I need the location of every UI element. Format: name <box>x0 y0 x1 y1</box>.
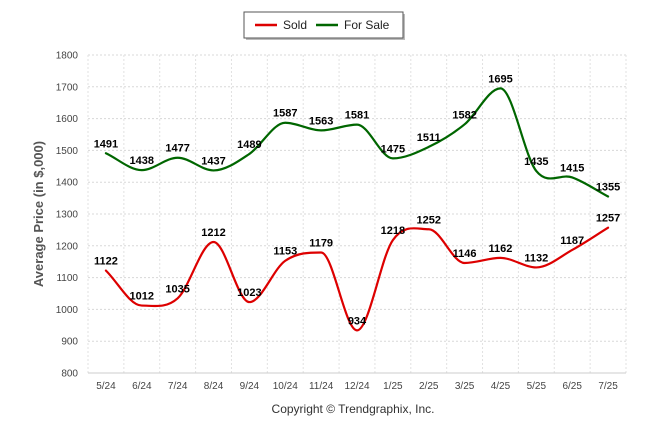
data-label: 1475 <box>381 143 405 155</box>
data-label: 1582 <box>452 109 476 121</box>
x-tick-label: 8/24 <box>204 381 224 392</box>
data-label: 1212 <box>201 227 225 239</box>
y-tick-label: 1800 <box>56 51 79 62</box>
data-label: 1218 <box>381 225 405 237</box>
data-label: 1162 <box>489 243 513 255</box>
y-axis-ticks: 800 900 1000 1100 1200 1300 1400 1500 1600 1700 18… <box>56 51 79 380</box>
y-tick-label: 800 <box>61 369 78 380</box>
data-label: 1477 <box>165 143 189 155</box>
data-label: 1489 <box>237 139 261 151</box>
data-label: 1581 <box>345 110 369 122</box>
data-label: 1435 <box>524 156 548 168</box>
data-label: 1257 <box>596 213 620 225</box>
y-tick-label: 1500 <box>56 146 79 157</box>
x-axis-ticks: 5/24 6/24 7/24 8/24 9/24 10/24 11/24 12/24 1/25 2… <box>96 381 618 392</box>
x-tick-label: 10/24 <box>273 381 298 392</box>
data-label: 1695 <box>488 73 512 85</box>
y-tick-label: 900 <box>61 337 78 348</box>
data-label: 1355 <box>596 182 620 194</box>
x-tick-label: 5/24 <box>96 381 116 392</box>
x-tick-label: 2/25 <box>419 381 439 392</box>
data-label: 1122 <box>94 256 118 268</box>
series-line-sold <box>104 226 610 332</box>
x-tick-label: 11/24 <box>309 381 334 392</box>
data-label: 1023 <box>237 287 261 299</box>
series-lines <box>104 87 610 332</box>
x-tick-label: 5/25 <box>527 381 547 392</box>
data-label: 1438 <box>130 155 154 167</box>
legend[interactable]: Sold For Sale <box>243 11 405 40</box>
x-tick-label: 7/24 <box>168 381 188 392</box>
x-tick-label: 4/25 <box>491 381 511 392</box>
x-tick-label: 1/25 <box>383 381 403 392</box>
x-tick-label: 9/24 <box>240 381 260 392</box>
legend-for-sale-label[interactable]: For Sale <box>344 18 390 32</box>
data-label: 1587 <box>273 108 297 120</box>
data-label: 1179 <box>309 237 333 249</box>
data-label: 1511 <box>417 132 441 144</box>
legend-sold-label[interactable]: Sold <box>283 18 307 32</box>
data-label: 1132 <box>524 252 548 264</box>
y-axis-label: Average Price (in $,000) <box>31 141 46 287</box>
data-label: 1252 <box>416 214 440 226</box>
grid <box>87 54 627 374</box>
data-label: 1146 <box>453 248 477 260</box>
data-label: 1437 <box>201 155 225 167</box>
series-line-for-sale <box>104 87 610 198</box>
data-label: 1415 <box>560 162 584 174</box>
x-tick-label: 6/24 <box>132 381 152 392</box>
y-tick-label: 1100 <box>56 273 78 284</box>
data-label: 1035 <box>165 283 189 295</box>
copyright: Copyright © Trendgraphix, Inc. <box>272 402 435 416</box>
x-tick-label: 7/25 <box>598 381 618 392</box>
data-label: 934 <box>348 315 367 327</box>
data-label: 1187 <box>560 235 584 247</box>
data-labels: 1122 1012 1035 1212 1023 1153 1179 934 1218 1252 1… <box>94 73 621 327</box>
x-tick-label: 6/25 <box>562 381 582 392</box>
data-label: 1491 <box>94 138 118 150</box>
data-label: 1153 <box>273 246 297 258</box>
x-tick-label: 3/25 <box>455 381 475 392</box>
y-tick-label: 1700 <box>56 82 79 93</box>
y-tick-label: 1400 <box>56 178 79 189</box>
y-tick-label: 1000 <box>56 305 79 316</box>
y-tick-label: 1200 <box>56 241 79 252</box>
data-label: 1563 <box>309 115 333 127</box>
y-tick-label: 1300 <box>56 210 79 221</box>
data-label: 1012 <box>130 291 154 303</box>
x-tick-label: 12/24 <box>344 381 369 392</box>
y-tick-label: 1600 <box>56 114 79 125</box>
